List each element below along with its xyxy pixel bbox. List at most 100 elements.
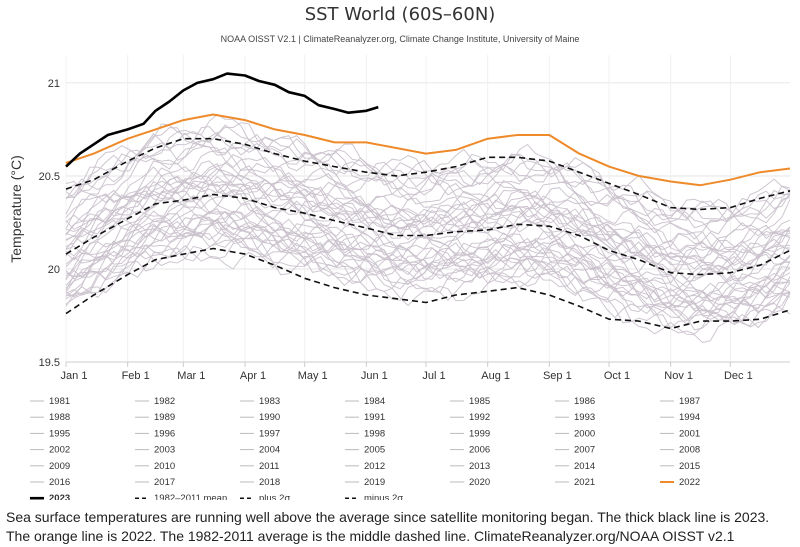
legend-label-2007[interactable]: 2007	[574, 445, 595, 456]
legend-label-2005[interactable]: 2005	[364, 445, 385, 456]
year-line-2016	[65, 124, 791, 221]
year-line-2007	[65, 175, 791, 279]
legend-label-2020[interactable]: 2020	[469, 477, 490, 488]
y-tick-label: 19.5	[39, 357, 60, 369]
year-line-1999	[65, 194, 791, 302]
legend-label-2006[interactable]: 2006	[469, 445, 490, 456]
year-line-1988	[65, 219, 791, 314]
legend-label-2021[interactable]: 2021	[574, 477, 595, 488]
legend-label-2023[interactable]: 2023	[49, 493, 70, 500]
legend-label-1988[interactable]: 1988	[49, 412, 70, 423]
x-tick-label: Nov 1	[664, 370, 693, 382]
legend-label-2017[interactable]: 2017	[154, 477, 175, 488]
x-tick-label: May 1	[298, 370, 328, 382]
year-line-2005	[65, 161, 791, 267]
legend-label-2013[interactable]: 2013	[469, 461, 490, 472]
legend-label-1982[interactable]: 1982	[154, 396, 175, 407]
legend-label-1998[interactable]: 1998	[364, 428, 385, 439]
legend-label-1996[interactable]: 1996	[154, 428, 175, 439]
x-tick-label: Mar 1	[177, 370, 205, 382]
year-line-1984	[65, 222, 791, 320]
chart: SST World (60S–60N) NOAA OISST V2.1 | Cl…	[8, 4, 791, 500]
legend-label-2003[interactable]: 2003	[154, 445, 175, 456]
x-tick-label: Feb 1	[122, 370, 150, 382]
x-tick-label: Aug 1	[481, 370, 510, 382]
year-line-2019	[65, 122, 791, 220]
year-line-2018	[65, 133, 791, 229]
legend-label-1997[interactable]: 1997	[259, 428, 280, 439]
legend-label-1985[interactable]: 1985	[469, 396, 490, 407]
chart-title: SST World (60S–60N)	[305, 4, 496, 25]
series-line-2023	[65, 72, 379, 168]
legend-label-1983[interactable]: 1983	[259, 396, 280, 407]
legend-label-2014[interactable]: 2014	[574, 461, 595, 472]
legend-label-2009[interactable]: 2009	[49, 461, 70, 472]
legend-label-1989[interactable]: 1989	[154, 412, 175, 423]
legend-label-1995[interactable]: 1995	[49, 428, 70, 439]
legend-label-minus-2sigma[interactable]: minus 2σ	[364, 493, 403, 500]
year-line-2021	[65, 125, 791, 235]
background-year-lines	[65, 113, 791, 344]
year-line-1983	[65, 231, 791, 329]
y-tick-label: 21	[48, 78, 60, 90]
legend: 1981 1982 1983 1984 1985 1986 1987 1988 1989 1990…	[30, 396, 700, 500]
legend-label-plus-2sigma[interactable]: plus 2σ	[259, 493, 290, 500]
y-axis-ticks: 19.5 20 20.5 21	[39, 78, 60, 369]
legend-label-2015[interactable]: 2015	[679, 461, 700, 472]
legend-label-2018[interactable]: 2018	[259, 477, 280, 488]
legend-label-1999[interactable]: 1999	[469, 428, 490, 439]
x-tick-label: Jul 1	[422, 370, 445, 382]
year-line-2009	[65, 167, 791, 266]
x-tick-label: Jun 1	[361, 370, 388, 382]
year-line-2011	[65, 165, 791, 259]
y-tick-label: 20.5	[39, 171, 60, 183]
year-line-2013	[65, 147, 791, 252]
y-axis-label: Temperature (°C)	[8, 155, 24, 263]
legend-label-2022[interactable]: 2022	[679, 477, 700, 488]
legend-label-1993[interactable]: 1993	[574, 412, 595, 423]
highlight-series	[65, 72, 791, 330]
year-line-2008	[65, 175, 791, 281]
series-line-2022	[65, 113, 791, 187]
legend-label-2001[interactable]: 2001	[679, 428, 700, 439]
legend-label-2011[interactable]: 2011	[259, 461, 279, 472]
year-line-2006	[65, 163, 791, 271]
legend-label-2016[interactable]: 2016	[49, 477, 70, 488]
legend-label-1990[interactable]: 1990	[259, 412, 280, 423]
legend-label-2019[interactable]: 2019	[364, 477, 385, 488]
x-tick-label: Sep 1	[543, 370, 572, 382]
legend-label-1981[interactable]: 1981	[49, 396, 70, 407]
year-line-1996	[65, 209, 791, 305]
chart-subtitle: NOAA OISST V2.1 | ClimateReanalyzer.org,…	[221, 34, 580, 44]
x-tick-label: Apr 1	[240, 370, 266, 382]
x-axis-ticks: Jan 1 Feb 1 Mar 1 Apr 1 May 1 Jun 1 Jul 1 Aug 1…	[61, 361, 790, 382]
series-line-1982-2011-mean	[65, 193, 791, 276]
year-line-1995	[65, 208, 791, 303]
legend-label-1991[interactable]: 1991	[364, 412, 385, 423]
year-line-1986	[65, 220, 791, 325]
legend-label-1984[interactable]: 1984	[364, 396, 385, 407]
legend-label-1994[interactable]: 1994	[679, 412, 700, 423]
x-tick-label: Dec 1	[724, 370, 753, 382]
year-line-1998	[65, 176, 791, 281]
series-line-minus-2-	[65, 247, 791, 330]
legend-label-1987[interactable]: 1987	[679, 396, 700, 407]
legend-label-1992[interactable]: 1992	[469, 412, 490, 423]
series-line-plus-2-	[65, 137, 791, 211]
year-line-2017	[65, 131, 791, 227]
legend-label-2012[interactable]: 2012	[364, 461, 385, 472]
year-line-1981	[65, 245, 791, 344]
legend-label-mean[interactable]: 1982–2011 mean	[154, 493, 227, 500]
x-tick-label: Oct 1	[604, 370, 630, 382]
legend-label-2000[interactable]: 2000	[574, 428, 595, 439]
year-line-2020	[65, 113, 791, 222]
legend-label-2004[interactable]: 2004	[259, 445, 280, 456]
caption: Sea surface temperatures are running wel…	[6, 509, 770, 544]
year-line-1993	[65, 203, 791, 310]
legend-label-2008[interactable]: 2008	[679, 445, 700, 456]
year-line-2012	[65, 154, 791, 254]
legend-label-2010[interactable]: 2010	[154, 461, 175, 472]
legend-label-1986[interactable]: 1986	[574, 396, 595, 407]
year-line-2014	[65, 142, 791, 248]
legend-label-2002[interactable]: 2002	[49, 445, 70, 456]
